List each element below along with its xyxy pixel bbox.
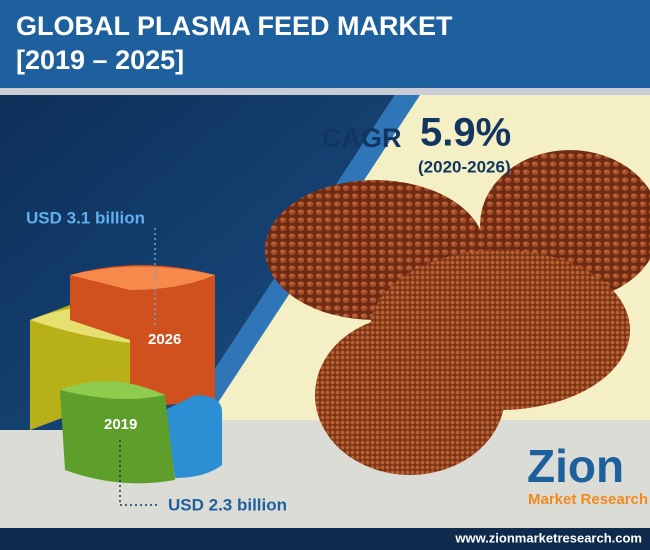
logo-tagline: Market Research (528, 491, 648, 508)
cagr-label: CAGR (322, 123, 402, 153)
cagr-value: 5.9% (420, 111, 511, 155)
pie-slice-top (60, 381, 165, 399)
pie-slice-side (165, 395, 222, 478)
feed-pellets (265, 150, 650, 475)
logo-name: Zion (527, 440, 624, 492)
callout-value: USD 2.3 billion (168, 495, 287, 514)
pie-slice-2026 (70, 265, 215, 405)
callout-value: USD 3.1 billion (26, 208, 145, 227)
year-label: 2019 (104, 416, 137, 433)
pellet-pile (315, 315, 505, 475)
cagr-period: (2020-2026) (418, 157, 511, 176)
footer-band (0, 528, 650, 550)
title: GLOBAL PLASMA FEED MARKET (16, 11, 453, 41)
pie-3d (30, 265, 222, 484)
header-band (0, 0, 650, 88)
pie-slice-2019 (60, 382, 175, 484)
pie-slice-top (70, 266, 215, 290)
year-label: 2026 (148, 331, 181, 348)
footer-url: www.zionmarketresearch.com (454, 530, 642, 545)
header-rule (0, 88, 650, 95)
title: [2019 – 2025] (16, 45, 184, 75)
